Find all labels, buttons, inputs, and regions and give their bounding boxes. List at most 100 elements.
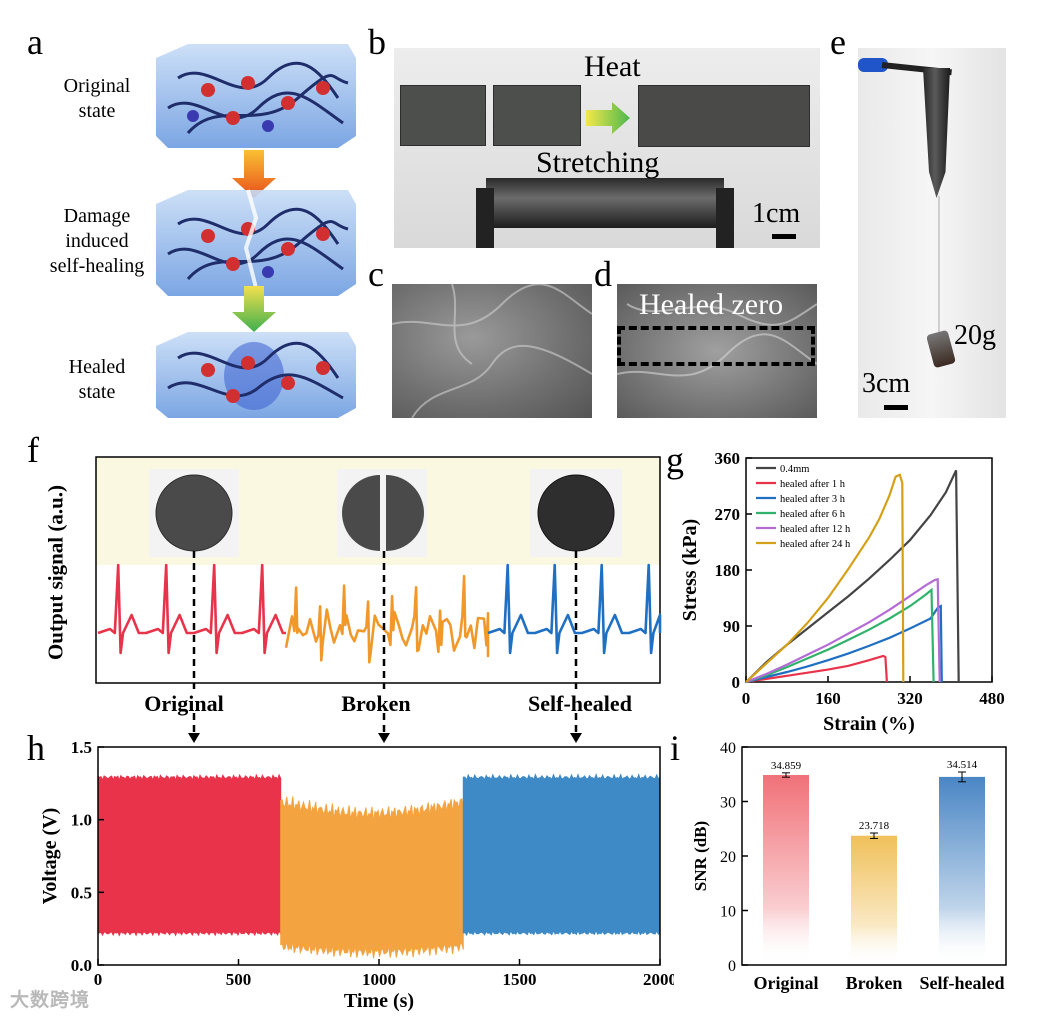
series-line-1 — [745, 654, 888, 684]
voltage-chart: 0.0 0.5 1.0 1.5 0 500 1000 1500 2000 Time (s) Volt… — [39, 738, 674, 1012]
y-axis-label: Voltage (V) — [39, 808, 61, 904]
clamp-left — [476, 188, 494, 248]
signal-ylabel: Output signal (a.u.) — [43, 484, 68, 661]
y-tick-label: 360 — [715, 449, 741, 468]
x-tick-label: 1000 — [362, 970, 396, 989]
stage-label-original: Original state — [63, 75, 131, 122]
hydrogel-schematic — [156, 44, 356, 418]
voltage-band-0 — [97, 773, 282, 937]
x-tick-label: Original — [753, 973, 818, 993]
disk-original — [155, 474, 233, 552]
stretched-film — [486, 178, 724, 228]
panel-label-b: b — [368, 22, 386, 62]
disk-healed — [537, 474, 615, 552]
panel-label-e: e — [830, 22, 846, 62]
signal-panel: Original Broken Self-healed — [95, 456, 662, 743]
thread — [938, 196, 940, 336]
series-line-4 — [745, 577, 941, 684]
x-tick-label: 0 — [742, 689, 751, 708]
x-tick-label: 320 — [897, 689, 923, 708]
y-tick-label: 30 — [720, 795, 736, 812]
clamp-right — [716, 188, 734, 248]
arrow-down-icon — [232, 286, 276, 332]
series-line-5 — [745, 473, 905, 683]
y-tick-label: 270 — [715, 505, 741, 524]
scale-bar — [772, 234, 796, 239]
bar-original — [763, 775, 809, 965]
x-axis-label: Strain (%) — [823, 713, 915, 735]
data-label: 34.859 — [771, 760, 802, 772]
snr-chart: 34.859 Original 23.718 Broken 34.514 Self-hea… — [691, 740, 1007, 993]
sem-image-original — [392, 284, 592, 418]
panel-label-f: f — [27, 430, 39, 470]
x-tick-label: Broken — [846, 973, 903, 993]
x-tick-label: 500 — [226, 970, 252, 989]
series-line-0 — [745, 469, 960, 683]
panel-label-c: c — [368, 254, 384, 294]
heat-label: Heat — [584, 50, 641, 83]
panel-label-d: d — [594, 254, 612, 294]
x-tick-label: 2000 — [643, 970, 674, 989]
x-axis-label: Time (s) — [344, 990, 414, 1012]
y-tick-label: 1.5 — [71, 738, 92, 757]
healed-zone-box — [617, 326, 815, 366]
disk-broken-left — [342, 475, 380, 551]
photo-weight-hang: 20g 3cm — [858, 48, 1006, 418]
y-tick-label: 0 — [728, 958, 736, 975]
y-tick-label: 0.5 — [71, 883, 92, 902]
bar-broken — [851, 835, 897, 965]
series-line-3 — [745, 587, 935, 684]
x-tick-label: 1500 — [503, 970, 537, 989]
y-tick-label: 40 — [720, 740, 736, 757]
legend-entry: healed after 24 h — [780, 539, 851, 550]
weight-bottle — [925, 329, 957, 369]
y-tick-label: 90 — [723, 617, 740, 636]
stage-label-damage: Damage induced self-healing — [49, 205, 145, 277]
data-label: 34.514 — [947, 759, 978, 771]
panel-label-i: i — [670, 728, 681, 768]
signal-healed — [487, 563, 662, 655]
state-label-healed: Self-healed — [528, 691, 632, 716]
y-axis-label: SNR (dB) — [691, 821, 710, 891]
state-label-original: Original — [144, 691, 223, 716]
state-label-broken: Broken — [341, 691, 410, 716]
arrow-down-icon — [232, 150, 276, 198]
photo-heat-stretch: Heat Stretching 1cm — [394, 48, 820, 248]
voltage-band-1 — [280, 796, 464, 959]
arrow-down-icon — [378, 733, 390, 743]
legend-entry: healed after 3 h — [780, 494, 846, 505]
x-tick-label: Self-healed — [920, 973, 1005, 993]
y-tick-label: 180 — [715, 561, 741, 580]
scale-label-1cm: 1cm — [752, 198, 801, 229]
y-tick-label: 10 — [720, 904, 736, 921]
arrow-right-icon — [586, 102, 630, 134]
sem-image-healed: Healed zero — [617, 284, 817, 418]
y-tick-label: 0 — [732, 673, 741, 692]
weight-label: 20g — [954, 320, 996, 351]
bar-self-healed — [939, 776, 985, 965]
gel-block-original — [156, 44, 356, 148]
gel-block-healed — [156, 332, 356, 418]
arrow-down-icon — [570, 733, 582, 743]
x-tick-label: 480 — [979, 689, 1005, 708]
y-tick-label: 20 — [720, 849, 736, 866]
disk-broken-right — [386, 475, 424, 551]
panel-label-a: a — [27, 22, 43, 62]
legend-entry: 0.4mm — [780, 464, 809, 475]
watermark: 大数跨境 — [10, 989, 91, 1011]
tweezer — [858, 58, 888, 72]
stretching-label: Stretching — [536, 146, 660, 179]
panel-label-h: h — [27, 728, 45, 768]
y-tick-label: 1.0 — [71, 811, 92, 830]
legend-entry: healed after 1 h — [780, 479, 846, 490]
film-piece — [400, 85, 486, 146]
hanging-film — [923, 68, 950, 198]
stress-strain-chart: 0 90 180 270 360 0 160 320 480 Strain (%) Stress (… — [679, 449, 1005, 735]
voltage-band-2 — [462, 773, 661, 937]
axes-frame — [95, 456, 661, 684]
data-label: 23.718 — [859, 820, 890, 832]
y-axis-label: Stress (kPa) — [679, 519, 701, 621]
legend-entry: healed after 6 h — [780, 509, 846, 520]
signal-broken — [284, 574, 490, 664]
legend-entry: healed after 12 h — [780, 524, 851, 535]
